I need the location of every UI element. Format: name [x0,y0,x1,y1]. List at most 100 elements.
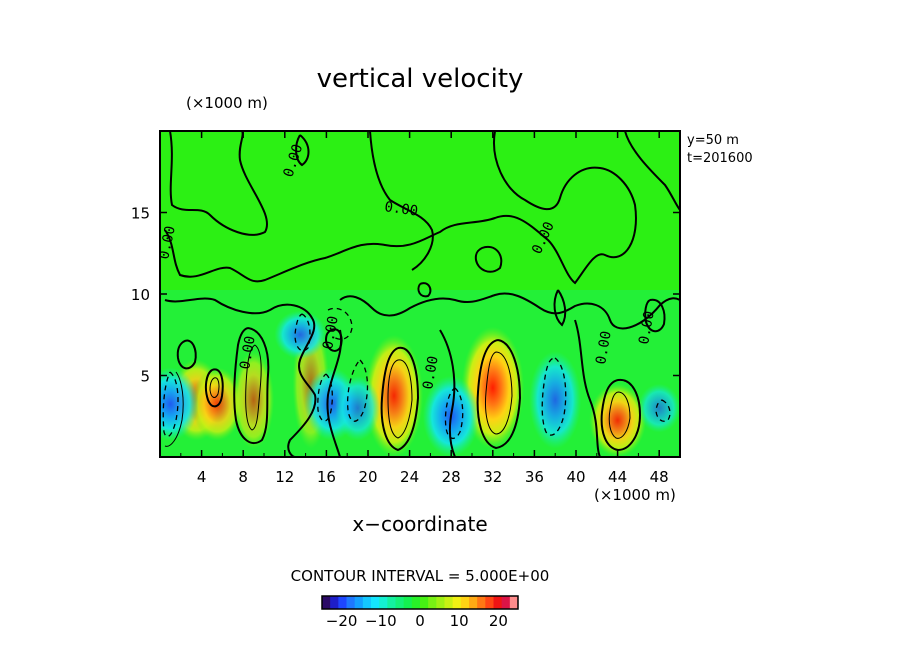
updraft-contour [164,371,184,447]
colorbar-swatch [354,596,364,609]
contour-label: 0.00 [237,335,259,371]
x-tick-label: 12 [275,468,294,486]
zero-contour [417,282,432,298]
updraft-contour [387,359,413,439]
downdraft-contour [444,387,464,439]
contour-label: 0.00 [320,315,342,351]
colorbar-swatch [322,596,331,609]
downdraft-contour [541,357,567,436]
downdraft-contour [346,359,369,422]
contour-label: 0.00 [383,199,419,220]
chart-title: vertical velocity [317,64,524,94]
zero-contour [295,134,310,167]
x-tick-label: 8 [238,468,248,486]
updraft-contour [245,344,262,431]
x-tick-label: 24 [400,468,419,486]
contour-lines [164,131,680,457]
x-axis-units: (×1000 m) [594,486,676,504]
x-tick-label: 32 [483,468,502,486]
zero-contour [439,329,456,457]
contour-label: 0.00 [420,355,442,391]
x-tick-label: 44 [608,468,627,486]
downdraft-contour [317,373,333,422]
y-axis-units: (×1000 m) [186,94,268,112]
x-tick-label: 28 [442,468,461,486]
colorbar-swatch [420,596,429,609]
colorbar-swatch [444,596,454,609]
colorbar-swatch [452,596,462,609]
downdraft-contour [162,371,179,438]
colorbar-swatch [469,596,478,609]
colorbar-tick-label: 0 [415,612,425,630]
negative-contours [162,307,671,439]
downdraft-contour [327,307,353,340]
y-tick-label: 10 [131,286,150,304]
x-axis-label: x−coordinate [352,512,487,536]
colorbar-swatch [501,596,511,609]
zero-contour [574,319,601,457]
colorbar-swatch [379,596,388,609]
downdraft [274,310,327,360]
zero-contour [169,131,268,236]
zero-contour [339,292,680,330]
colorbar-frame [321,595,519,610]
colorbar-swatch [477,596,486,609]
contour-labels: 0.00 0.00 0.00 0.00 0.00 0.00 0.00 0.00 … [160,142,658,391]
colorbar-swatch [403,596,413,609]
x-tick-label: 20 [358,468,377,486]
updraft-contour [204,368,224,408]
colorbar-swatch [460,596,470,609]
contour-label: 0.00 [636,310,658,346]
colorbar-swatch [330,596,339,609]
colorbar-tick-label: −10 [365,612,397,630]
x-tick-label: 48 [650,468,669,486]
downdraft-contour [655,399,671,422]
updraft-contour [324,328,343,352]
contour-label: 0.00 [593,330,615,366]
y-axis: 5 10 15 [131,205,680,386]
zero-contour [326,329,343,457]
colorbar-swatch [411,596,421,609]
colorbar-swatch [371,596,380,609]
x-tick-label: 36 [525,468,544,486]
colorbar-tick-label: 20 [489,612,508,630]
updraft-contour [644,298,666,333]
updraft-contour [176,339,197,370]
updraft [191,367,243,441]
colorbar-swatch [509,596,519,609]
x-tick-label: 40 [566,468,585,486]
y-position-label: y=50 m [687,133,739,148]
zero-contour [553,289,567,327]
downdraft [638,383,680,433]
colorbar-swatch [395,596,405,609]
colorbar-swatch [436,596,445,609]
colorbar-swatch [387,596,396,609]
x-tick-label: 4 [197,468,207,486]
colorbar-tick-label: −20 [326,612,358,630]
x-tick-label: 16 [317,468,336,486]
updraft-contour [608,391,631,439]
zero-contour [164,131,637,285]
zero-contour [624,131,680,211]
downdraft [335,375,380,441]
downdraft-contour [294,313,311,352]
contour-interval-text: CONTOUR INTERVAL = 5.000E+00 [291,567,550,585]
downdraft [160,367,199,441]
plot-area: 0.00 0.00 0.00 0.00 0.00 0.00 0.00 0.00 … [160,131,680,457]
colorbar-swatch [493,596,503,609]
secondary-contours [164,344,631,447]
time-label: t=201600 [687,151,753,166]
colorbar-swatch [485,596,494,609]
updraft-contour [233,327,270,445]
zero-contour [474,245,503,273]
zero-contour [164,297,317,457]
colorbar-swatch [346,596,356,609]
x-axis: 4 8 12 16 20 24 28 32 36 40 44 48 [180,131,669,486]
updraft-contour [209,377,220,398]
colorbar-tick-label: 10 [450,612,469,630]
colorbar-swatch [338,596,347,609]
updraft-contour [476,339,522,450]
y-tick-label: 15 [131,205,150,223]
colorbar-swatch [362,596,372,609]
